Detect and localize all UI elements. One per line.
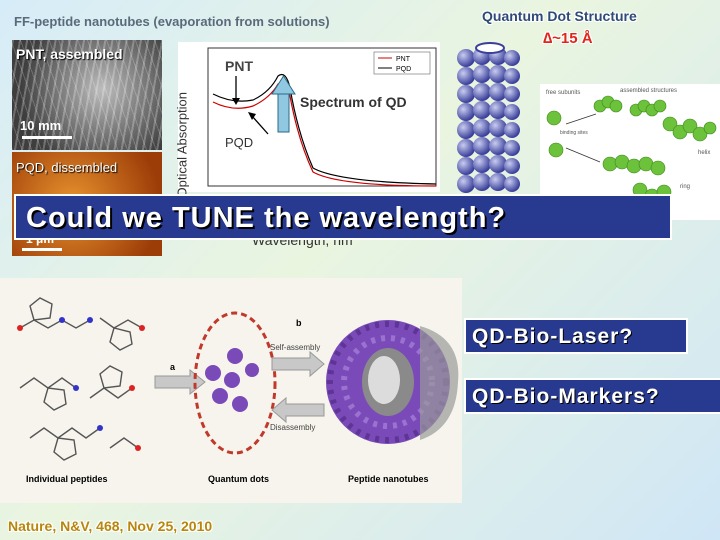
absorption-spectrum-plot: PNT PQD — [178, 42, 440, 192]
pqd-label: PQD, dissembled — [16, 160, 118, 175]
legend-box: PNT PQD — [373, 51, 431, 75]
qd-cylinder-illustration — [456, 40, 520, 200]
helix-label: helix — [698, 150, 710, 156]
pqd-curve — [212, 73, 437, 185]
pnt-scale-label: 10 mm — [20, 118, 62, 133]
pnt-micrograph: PNT, assembled 10 mm — [12, 40, 162, 150]
quantum-dots-label: Quantum dots — [208, 474, 269, 484]
peptide-molecules — [19, 297, 143, 461]
pnt-label: PNT, assembled — [16, 46, 123, 62]
pnt-scale-bar — [22, 136, 72, 139]
peptide-nanotubes-label: Peptide nanotubes — [348, 474, 429, 484]
legend-pqd: PQD — [396, 66, 411, 73]
spectrum-y-label: Optical Absorption — [174, 91, 190, 198]
annotation-spectrum: Spectrum of QD — [300, 94, 407, 110]
ring-label: ring — [680, 184, 690, 190]
annotation-pnt: PNT — [225, 58, 253, 74]
citation: Nature, N&V, 468, Nov 25, 2010 — [8, 518, 213, 534]
disassembly-label: Disassembly — [270, 423, 315, 432]
assembled-label: assembled structures — [620, 88, 677, 94]
question-banner: Could we TUNE the wavelength? — [14, 194, 672, 240]
step-a-label: a — [170, 362, 176, 372]
arrow-disassembly — [271, 396, 325, 424]
arrow-self-assembly — [271, 350, 325, 378]
legend-pnt: PNT — [396, 56, 411, 63]
arrow-a — [154, 368, 206, 396]
pqd-scale-bar — [22, 248, 62, 251]
qd-bio-markers-text: QD-Bio-Markers? — [472, 385, 660, 408]
individual-peptides-label: Individual peptides — [26, 474, 108, 484]
binding-sites-label: binding sites — [560, 130, 588, 136]
step-b-label: b — [296, 318, 302, 328]
nanotube-ring — [326, 320, 459, 444]
spectrum-shift-arrow — [271, 75, 296, 133]
spectrum-svg: PNT PQD — [207, 47, 437, 187]
pqd-arrow — [251, 115, 269, 135]
qd-bio-laser-box: QD-Bio-Laser? — [464, 318, 688, 354]
free-subunits-label: free subunits — [546, 90, 580, 96]
qd-structure-title: Quantum Dot Structure — [482, 8, 637, 24]
annotation-pqd: PQD — [225, 135, 254, 150]
qd-size-label: ∆~15 Å — [543, 30, 593, 47]
banner-text: Could we TUNE the wavelength? — [26, 202, 507, 234]
self-assembly-label: Self-assembly — [270, 343, 320, 352]
qd-bio-markers-box: QD-Bio-Markers? — [464, 378, 720, 414]
slide-caption: FF-peptide nanotubes (evaporation from s… — [14, 14, 330, 29]
qd-bio-laser-text: QD-Bio-Laser? — [472, 325, 634, 348]
plot-frame — [207, 47, 437, 187]
atoms — [17, 317, 145, 451]
peptide-assembly-scheme: a b Self-assembly Disassembly Individual… — [0, 278, 462, 503]
quantum-dots-highlight — [193, 311, 277, 455]
quantum-dot-spheres — [205, 348, 259, 412]
